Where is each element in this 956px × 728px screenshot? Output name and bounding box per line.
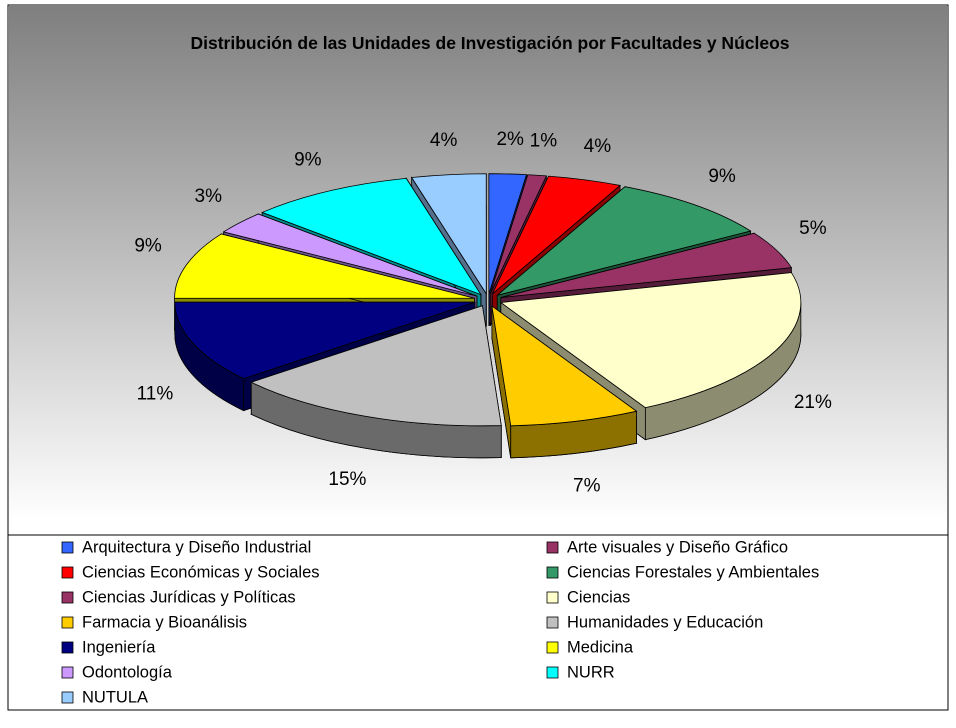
data-label: 21% [794,392,832,413]
data-label: 4% [430,130,458,151]
slice [499,272,802,409]
data-label: 9% [294,149,322,170]
pie: 2% 1% 4% 9% 5% 21% 7% 15% 11% 9% 3% 9% 4% [134,129,832,496]
slice-side [250,305,502,459]
slice [489,174,548,294]
legend-swatch [61,666,74,679]
chart-title: Distribución de las Unidades de Investig… [190,33,790,53]
data-label: 4% [584,136,612,157]
slice [174,301,475,380]
legend-label: Ciencias Jurídicas y Políticas [82,588,296,606]
slice [488,173,528,294]
slice [174,233,475,299]
data-label: 15% [328,469,366,490]
legend-label: Arte visuales y Diseño Gráfico [567,538,788,556]
slice [261,177,482,296]
data-label: 9% [134,236,162,257]
legend-label: Arquitectura y Diseño Industrial [82,538,311,556]
legend-swatch [61,591,74,604]
legend-swatch [61,616,74,629]
legend-label: Ingeniería [82,638,156,656]
legend-swatch [546,616,559,629]
legend-label: Odontología [82,663,173,681]
legend-swatch [546,641,559,654]
legend-swatch [61,691,74,704]
legend-swatch [61,541,74,554]
legend-label: Ciencias [567,588,630,606]
legend-label: NUTULA [82,688,148,706]
slice-side [491,305,638,459]
legend-label: Humanidades y Educación [567,613,763,631]
data-label: 2% [496,129,524,150]
legend-label: Ciencias Forestales y Ambientales [567,563,819,581]
slice [491,305,638,427]
data-label: 11% [137,383,174,404]
slice [496,186,752,296]
slice [500,232,793,298]
data-label: 9% [708,166,736,187]
legend-swatch [61,566,74,579]
slice [222,213,478,297]
data-label: 3% [195,186,223,207]
data-label: 5% [799,218,827,239]
legend-label: Ciencias Económicas y Sociales [82,563,320,581]
slice [410,173,487,296]
legend-label: Farmacia y Bioanálisis [82,613,247,631]
legend-label: NURR [567,663,615,681]
legend-label: Medicina [567,638,634,656]
slice [250,305,502,427]
legend: Arquitectura y Diseño Industrial Arte vis… [61,538,819,706]
legend-swatch [546,541,559,554]
legend-swatch [546,666,559,679]
legend-swatch [546,566,559,579]
data-label: 7% [573,475,601,496]
slice [491,175,621,295]
legend-swatch [546,591,559,604]
legend-swatch [61,641,74,654]
data-label: 1% [530,131,558,152]
